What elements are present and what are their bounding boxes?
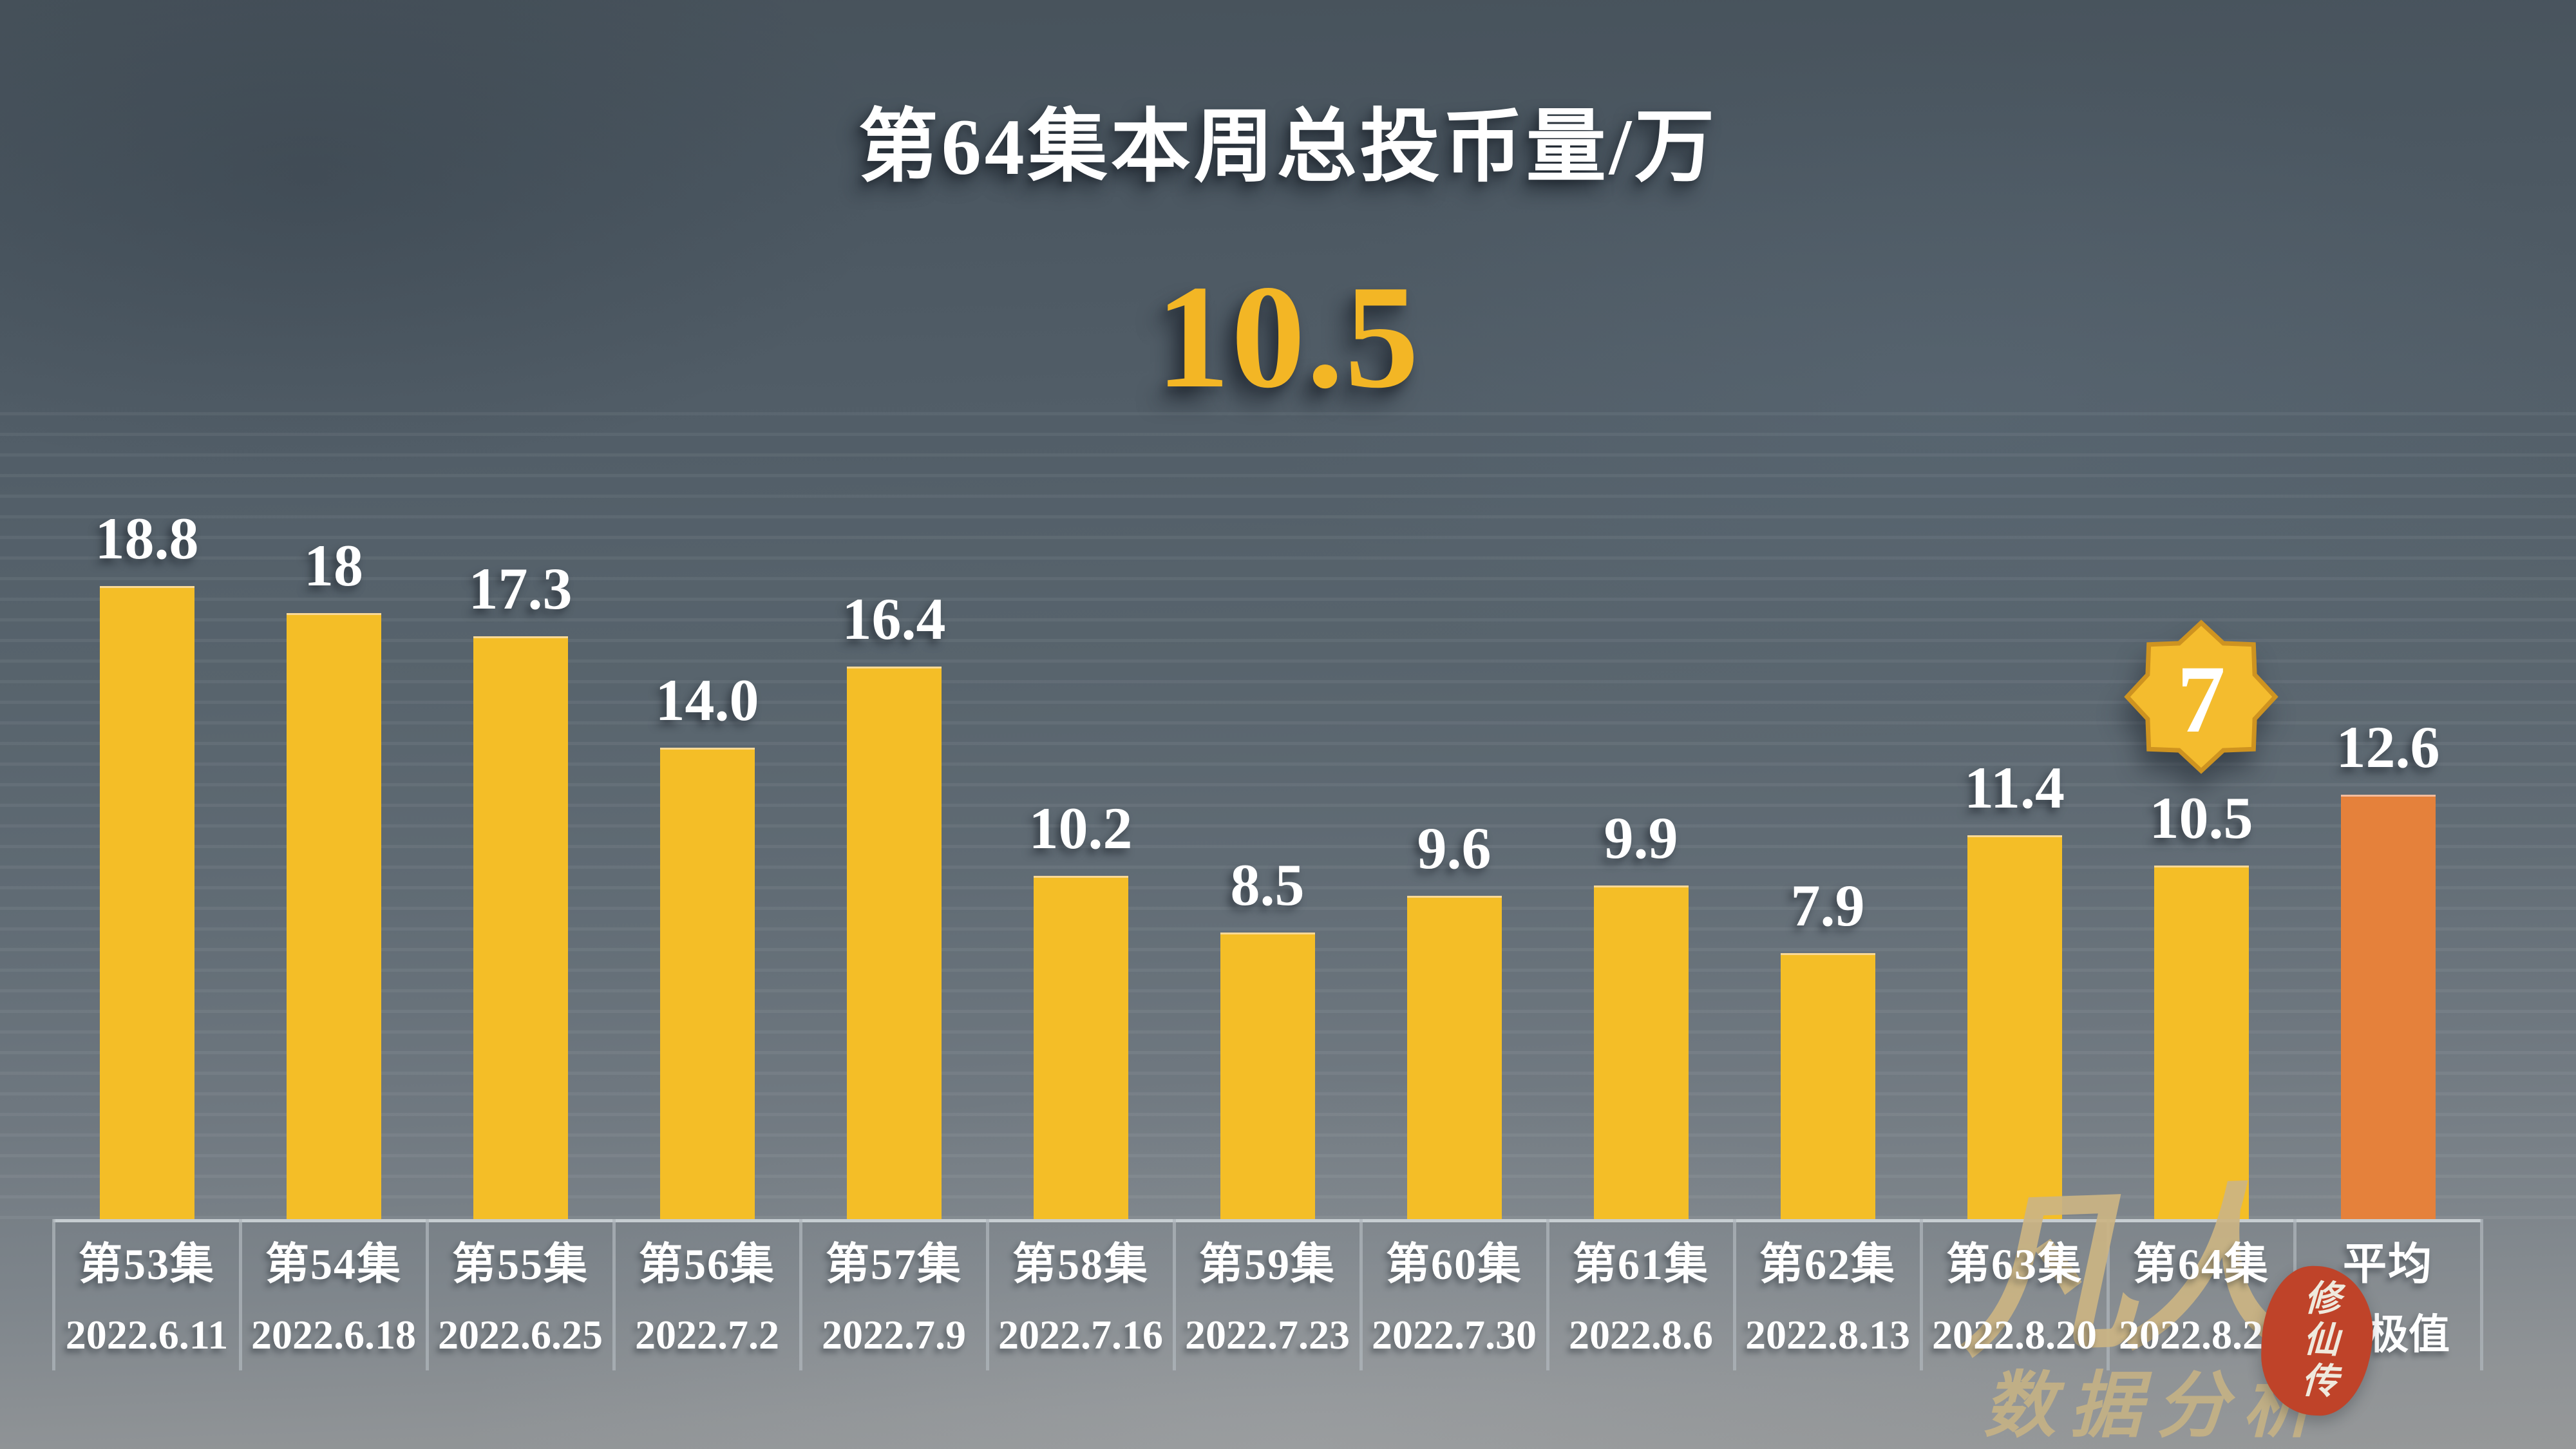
- bar-value-label: 11.4: [1964, 754, 2065, 820]
- headline-value: 10.5: [1155, 254, 1421, 419]
- star-shape: [2124, 620, 2278, 774]
- badge-number: 7: [2177, 646, 2226, 753]
- x-axis-episode-label: 第61集: [1572, 1240, 1709, 1289]
- column-divider: [1172, 1219, 1176, 1370]
- bar: [1967, 835, 2062, 1219]
- bar: [1780, 952, 1875, 1219]
- x-axis-episode-label: 平均: [2342, 1240, 2433, 1289]
- column-divider: [612, 1219, 616, 1370]
- bar: [1406, 895, 1502, 1219]
- column-divider: [238, 1219, 242, 1370]
- x-axis-episode-label: 第54集: [265, 1240, 402, 1289]
- bar-value-label: 14.0: [655, 667, 759, 733]
- column-divider: [1546, 1219, 1549, 1370]
- x-axis-date-label: 2022.7.23: [1185, 1312, 1350, 1358]
- x-axis-date-label: 2022.8.13: [1745, 1312, 1910, 1358]
- bar: [1593, 886, 1689, 1219]
- column-divider: [1359, 1219, 1363, 1370]
- bar-value-label: 16.4: [842, 586, 946, 652]
- x-axis-date-label: 2022.7.30: [1372, 1312, 1537, 1358]
- x-axis-line: [53, 1219, 2481, 1222]
- bar-value-label: 18: [304, 532, 363, 598]
- x-axis-episode-label: 第60集: [1385, 1240, 1522, 1289]
- x-axis-episode-label: 第56集: [638, 1240, 775, 1289]
- x-axis-episode-label: 第63集: [1946, 1240, 2083, 1289]
- column-divider: [1919, 1219, 1923, 1370]
- x-axis-episode-label: 第53集: [78, 1240, 215, 1289]
- x-axis-date-label: 2022.7.2: [635, 1312, 779, 1358]
- x-axis-date-label: 2022.7.9: [822, 1312, 966, 1358]
- x-axis-date-label: 2022.7.16: [998, 1312, 1163, 1358]
- x-axis-episode-label: 第55集: [451, 1240, 589, 1289]
- watermark-seal-text: 修仙传: [2295, 1278, 2340, 1404]
- column-divider: [2479, 1219, 2483, 1370]
- x-axis-date-label: 2022.8.20: [1932, 1312, 2097, 1358]
- column-divider: [2106, 1219, 2110, 1370]
- badge-star: 7: [2124, 620, 2278, 774]
- bar-value-label: 18.8: [95, 505, 199, 571]
- bar-value-label: 9.9: [1604, 805, 1678, 871]
- column-divider: [52, 1219, 55, 1370]
- x-axis-episode-label: 第57集: [825, 1240, 962, 1289]
- bar-value-label: 9.6: [1417, 815, 1492, 881]
- bar: [659, 747, 755, 1219]
- bar-value-label: 7.9: [1790, 872, 1865, 938]
- x-axis-episode-label: 第58集: [1012, 1240, 1149, 1289]
- x-axis-episode-label: 第62集: [1759, 1240, 1896, 1289]
- watermark-calligraphy-sub: 数据分析: [1984, 1367, 2329, 1446]
- bar: [286, 612, 381, 1219]
- bar: [846, 667, 942, 1219]
- x-axis-date-label: 2022.8.6: [1569, 1312, 1713, 1358]
- bar-value-label: 10.2: [1028, 795, 1133, 861]
- x-axis-date-label: 2022.6.11: [65, 1312, 229, 1358]
- bar-value-label: 10.5: [2149, 784, 2253, 851]
- bar: [1033, 875, 1128, 1219]
- x-axis-date-label: 2022.6.18: [251, 1312, 416, 1358]
- bar: [473, 636, 568, 1219]
- x-axis-episode-label: 第64集: [2132, 1240, 2269, 1289]
- x-axis-date-label: 2022.8.27: [2119, 1312, 2284, 1358]
- chart-title: 第64集本周总投币量/万: [858, 103, 1718, 191]
- bar: [2154, 865, 2249, 1219]
- column-divider: [985, 1219, 989, 1370]
- x-axis-episode-label: 第59集: [1198, 1240, 1336, 1289]
- x-axis-date-label: 2022.6.25: [438, 1312, 603, 1358]
- column-divider: [1732, 1219, 1736, 1370]
- bar-value-label: 12.6: [2336, 714, 2440, 781]
- bar-highlight: [2340, 795, 2436, 1219]
- bar-value-label: 17.3: [468, 556, 573, 622]
- bar-value-label: 8.5: [1230, 852, 1305, 918]
- column-divider: [799, 1219, 802, 1370]
- bar: [1220, 933, 1315, 1219]
- column-divider: [425, 1219, 429, 1370]
- bar: [99, 585, 194, 1219]
